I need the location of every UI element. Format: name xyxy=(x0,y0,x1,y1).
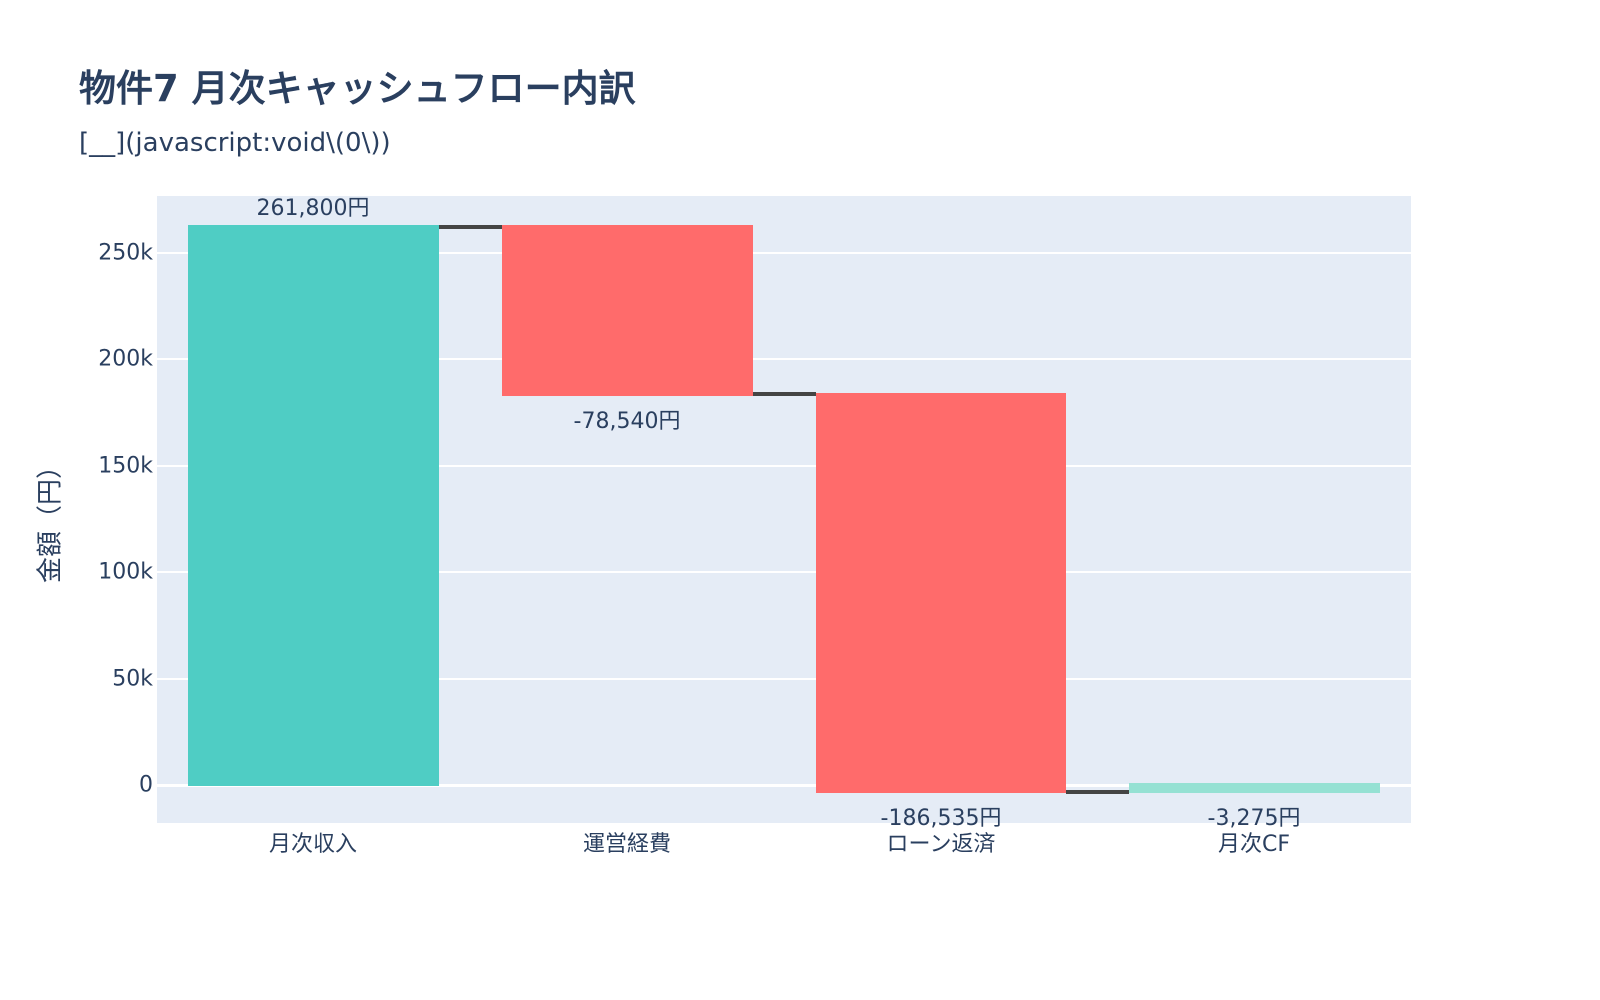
bar-label-cf: -3,275円 xyxy=(1207,806,1301,831)
connector-2 xyxy=(753,392,816,396)
plot-area: 261,800円 -78,540円 -186,535円 -3,275円 xyxy=(157,196,1411,831)
connector-3 xyxy=(1066,790,1129,794)
y-axis-label: 金額（円） xyxy=(35,452,66,584)
gridline-200k xyxy=(157,358,1411,360)
x-tick-loan: ローン返済 xyxy=(886,832,996,857)
bar-label-income: 261,800円 xyxy=(256,196,370,221)
bar-opex[interactable] xyxy=(502,225,753,396)
gridline-250k xyxy=(157,252,1411,254)
chart-subtitle-link[interactable]: [__](javascript:void\(0\)) xyxy=(79,128,391,158)
x-tick-opex: 運営経費 xyxy=(582,832,672,857)
chart-title: 物件7 月次キャッシュフロー内訳 xyxy=(79,67,636,110)
gridline-50k xyxy=(157,678,1411,680)
y-tick-50k: 50k xyxy=(112,666,153,692)
y-tick-200k: 200k xyxy=(98,346,153,372)
gridline-150k xyxy=(157,465,1411,467)
x-tick-income: 月次収入 xyxy=(268,832,358,857)
bar-label-opex: -78,540円 xyxy=(573,409,681,434)
y-tick-100k: 100k xyxy=(98,559,153,585)
y-tick-150k: 150k xyxy=(98,453,153,479)
bar-monthly-cf[interactable] xyxy=(1129,783,1380,793)
bar-loan[interactable] xyxy=(816,393,1066,793)
bar-income[interactable] xyxy=(188,225,439,786)
gridline-100k xyxy=(157,571,1411,573)
bar-label-loan: -186,535円 xyxy=(880,806,1002,831)
connector-1 xyxy=(439,225,502,229)
y-tick-250k: 250k xyxy=(98,240,153,266)
zero-line xyxy=(157,784,1411,787)
y-tick-0: 0 xyxy=(139,772,153,798)
x-tick-monthly-cf: 月次CF xyxy=(1217,832,1291,857)
